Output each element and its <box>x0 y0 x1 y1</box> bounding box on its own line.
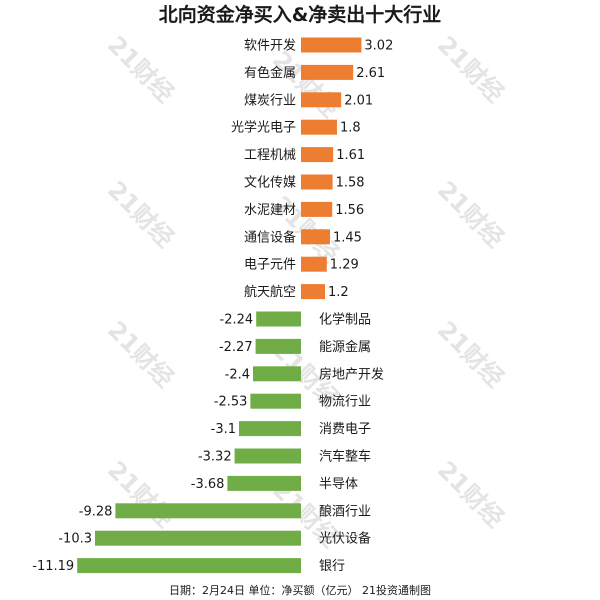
value-label: -11.19 <box>32 559 74 574</box>
value-label: 1.61 <box>336 148 365 163</box>
category-label: 化学制品 <box>319 312 371 328</box>
category-label: 软件开发 <box>244 38 296 54</box>
value-label: -3.68 <box>191 477 225 492</box>
bar <box>301 147 334 163</box>
bar <box>301 284 325 300</box>
value-label: -2.24 <box>220 313 254 328</box>
value-label: 1.29 <box>330 258 359 273</box>
category-label: 半导体 <box>319 477 358 492</box>
category-label: 水泥建材 <box>244 203 296 218</box>
category-label: 房地产开发 <box>319 366 384 382</box>
bar <box>301 256 327 272</box>
bar <box>250 393 301 409</box>
category-label: 物流行业 <box>319 395 371 410</box>
bar <box>95 530 301 546</box>
category-label: 航天航空 <box>244 284 296 300</box>
category-label: 光学光电子 <box>231 120 296 136</box>
watermark: 21财经 <box>267 46 344 123</box>
bar <box>255 338 301 354</box>
category-label: 煤炭行业 <box>244 93 296 108</box>
watermark: 21财经 <box>102 31 179 108</box>
bar <box>301 229 330 245</box>
value-label: 1.2 <box>328 285 349 300</box>
category-label: 通信设备 <box>244 229 296 245</box>
value-label: -10.3 <box>58 532 92 547</box>
watermark: 21财经 <box>102 316 179 393</box>
value-label: 1.8 <box>340 121 361 136</box>
value-label: -2.53 <box>214 395 248 410</box>
bar <box>301 119 337 135</box>
category-label: 文化传媒 <box>244 176 296 191</box>
category-label: 光伏设备 <box>319 531 371 547</box>
labels: 软件开发 3.02 有色金属 2.61 煤炭行业 2.01 光学光电子 1.8 工程机械 1.61… <box>32 38 393 575</box>
bar <box>234 448 301 464</box>
category-label: 消费电子 <box>319 422 371 437</box>
bar <box>227 475 301 491</box>
watermark: 21财经 <box>432 316 509 393</box>
value-label: 1.58 <box>336 176 365 191</box>
bar <box>256 311 301 327</box>
category-label: 汽车整车 <box>319 449 371 465</box>
bar <box>253 366 301 382</box>
category-label: 酿酒行业 <box>319 503 371 519</box>
watermark: 21财经 <box>432 456 509 533</box>
bar <box>301 64 354 80</box>
category-label: 工程机械 <box>244 148 296 163</box>
bar <box>301 174 333 190</box>
value-label: 1.56 <box>335 203 364 218</box>
bar <box>301 37 362 53</box>
bar <box>239 421 301 437</box>
bar <box>301 92 342 108</box>
chart-footer: 日期：2月24日 单位：净买额（亿元） 21投资通制图 <box>169 583 431 597</box>
value-label: -9.28 <box>79 504 113 519</box>
value-label: -2.4 <box>225 367 250 382</box>
value-label: -2.27 <box>219 340 253 355</box>
value-label: -3.1 <box>211 422 236 437</box>
value-label: 2.61 <box>356 66 385 81</box>
bar <box>301 201 333 217</box>
value-label: -3.32 <box>198 450 232 465</box>
value-label: 1.45 <box>333 230 362 245</box>
watermark: 21财经 <box>102 176 179 253</box>
bar <box>115 503 302 519</box>
watermark: 21财经 <box>432 31 509 108</box>
bar <box>77 558 301 574</box>
category-label: 电子元件 <box>244 258 296 273</box>
watermark: 21财经 <box>432 176 509 253</box>
category-label: 有色金属 <box>244 65 296 81</box>
category-label: 银行 <box>319 559 345 574</box>
chart-title: 北向资金净买入&净卖出十大行业 <box>159 3 442 26</box>
value-label: 2.01 <box>344 93 373 108</box>
category-label: 能源金属 <box>319 339 371 355</box>
value-label: 3.02 <box>364 39 393 54</box>
watermark: 21财经 <box>102 456 179 533</box>
bars <box>77 37 362 574</box>
